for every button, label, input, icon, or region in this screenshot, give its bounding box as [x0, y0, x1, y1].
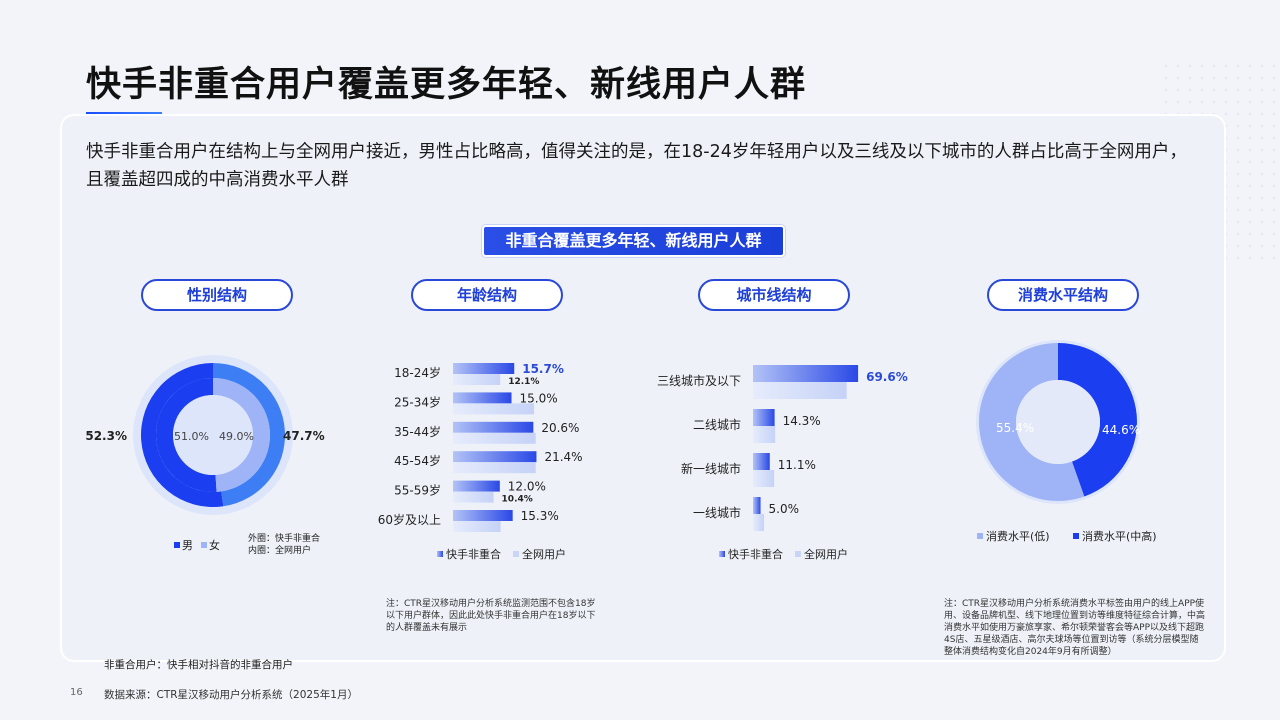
city-category-1: 二线城市 — [693, 417, 741, 432]
age-category-1: 25-34岁 — [394, 394, 441, 409]
gender-legend-label-male: 男 — [182, 539, 193, 552]
age-bar-total-5 — [453, 521, 501, 532]
gender-label-inner-female: 49.0% — [219, 430, 254, 443]
city-legend-label-total: 全网用户 — [804, 547, 848, 561]
age-bar-main-0 — [453, 363, 515, 374]
gender-legend-label-female: 女 — [209, 538, 220, 552]
age-category-3: 45-54岁 — [394, 453, 441, 468]
consumption-label-high: 44.6% — [1102, 423, 1140, 437]
city-label-main-0: 69.6% — [866, 370, 908, 384]
city-bar-main-0 — [753, 365, 859, 382]
age-bar-total-1 — [453, 403, 535, 415]
city-bar-main-1 — [753, 409, 775, 426]
gender-label-inner-male: 51.0% — [174, 430, 209, 443]
consumption-legend-swatch-high — [1073, 533, 1079, 539]
age-legend-label-main: 快手非重合 — [446, 547, 501, 561]
age-bar-total-0 — [453, 374, 501, 385]
age-bar-main-4 — [453, 480, 500, 492]
city-category-3: 一线城市 — [693, 505, 741, 520]
gender-legend-swatch-male — [174, 542, 180, 548]
age-label-main-2: 20.6% — [541, 421, 579, 435]
gender-legend-note-outer: 外圈：快手非重合 — [248, 532, 320, 544]
city-label-main-3: 5.0% — [769, 502, 800, 516]
age-bar-main-3 — [453, 451, 537, 463]
age-category-4: 55-59岁 — [394, 483, 441, 498]
gender-outer-slice-male — [141, 363, 224, 507]
age-legend-label-total: 全网用户 — [522, 547, 566, 561]
gender-outer-slice-female — [213, 363, 286, 507]
age-legend-swatch-main — [437, 551, 443, 557]
gender-legend-swatch-female — [201, 542, 207, 548]
age-bar-total-4 — [453, 491, 494, 503]
gender-center — [173, 395, 253, 475]
city-bar-main-3 — [753, 497, 761, 514]
age-label-main-4: 12.0% — [508, 480, 546, 494]
footnote: 非重合用户：快手相对抖音的非重合用户 — [104, 659, 293, 671]
section-pill-city: 城市线结构 — [698, 279, 850, 311]
age-bar-main-5 — [453, 510, 513, 521]
city-bar-main-2 — [753, 453, 770, 470]
age-label-main-1: 15.0% — [520, 391, 558, 405]
consumption-legend-label-low: 消费水平(低) — [986, 529, 1050, 543]
age-bar-main-2 — [453, 421, 534, 433]
city-category-2: 新一线城市 — [681, 461, 741, 476]
age-category-0: 18-24岁 — [394, 365, 441, 380]
page-title: 快手非重合用户覆盖更多年轻、新线用户人群 — [86, 65, 807, 105]
city-bar-total-0 — [753, 382, 847, 399]
section-pill-age: 年龄结构 — [411, 279, 563, 311]
city-category-0: 三线城市及以下 — [657, 373, 741, 388]
consumption-slice-high — [1058, 343, 1138, 497]
city-legend-label-main: 快手非重合 — [728, 547, 783, 561]
age-label-main-5: 15.3% — [521, 509, 559, 523]
age-bar-total-3 — [453, 462, 536, 474]
gender-label-outer-female: 47.7% — [283, 429, 325, 443]
age-category-2: 35-44岁 — [394, 424, 441, 439]
consumption-label-low: 55.4% — [996, 421, 1034, 435]
age-label-total-4: 10.4% — [502, 495, 533, 505]
city-label-main-1: 14.3% — [783, 414, 821, 428]
city-legend-swatch-total — [795, 551, 801, 557]
section-pill-consumption: 消费水平结构 — [987, 279, 1139, 311]
consumption-center — [1016, 380, 1100, 464]
city-label-main-2: 11.1% — [778, 458, 816, 472]
source-note: 数据来源：CTR星汉移动用户分析系统（2025年1月） — [104, 689, 358, 701]
gender-legend-note-inner: 内圈：全网用户 — [248, 544, 311, 556]
age-legend-swatch-total — [513, 551, 519, 557]
city-bar-total-3 — [753, 514, 765, 531]
section-pill-gender: 性别结构 — [141, 279, 293, 311]
age-bar-main-1 — [453, 392, 512, 404]
consumption-slice-low — [979, 343, 1085, 501]
gender-inner-slice-male — [155, 378, 217, 492]
city-bar-total-1 — [753, 426, 776, 443]
age-category-5: 60岁及以上 — [378, 512, 441, 527]
city-bar-total-2 — [753, 470, 775, 487]
age-note: 注：CTR星汉移动用户分析系统监测范围不包含18岁以下用户群体，因此此处快手非重… — [386, 599, 596, 633]
age-bar-total-2 — [453, 432, 536, 444]
consumption-note: 注：CTR星汉移动用户分析系统消费水平标签由用户的线上APP使用、设备品牌机型、… — [944, 599, 1206, 657]
consumption-legend-swatch-low — [977, 533, 983, 539]
age-label-main-3: 21.4% — [544, 450, 582, 464]
age-label-main-0: 15.7% — [522, 362, 564, 376]
city-legend-swatch-main — [719, 551, 725, 557]
gender-inner-slice-female — [213, 378, 270, 492]
gender-label-outer-male: 52.3% — [85, 429, 127, 443]
page-number: 16 — [70, 687, 83, 698]
intro-text: 快手非重合用户在结构上与全网用户接近，男性占比略高，值得关注的是，在18-24岁… — [86, 142, 1187, 190]
section-banner: 非重合覆盖更多年轻、新线用户人群 — [482, 225, 785, 257]
consumption-legend-label-high: 消费水平(中高) — [1082, 529, 1157, 543]
age-label-total-0: 12.1% — [508, 377, 539, 387]
